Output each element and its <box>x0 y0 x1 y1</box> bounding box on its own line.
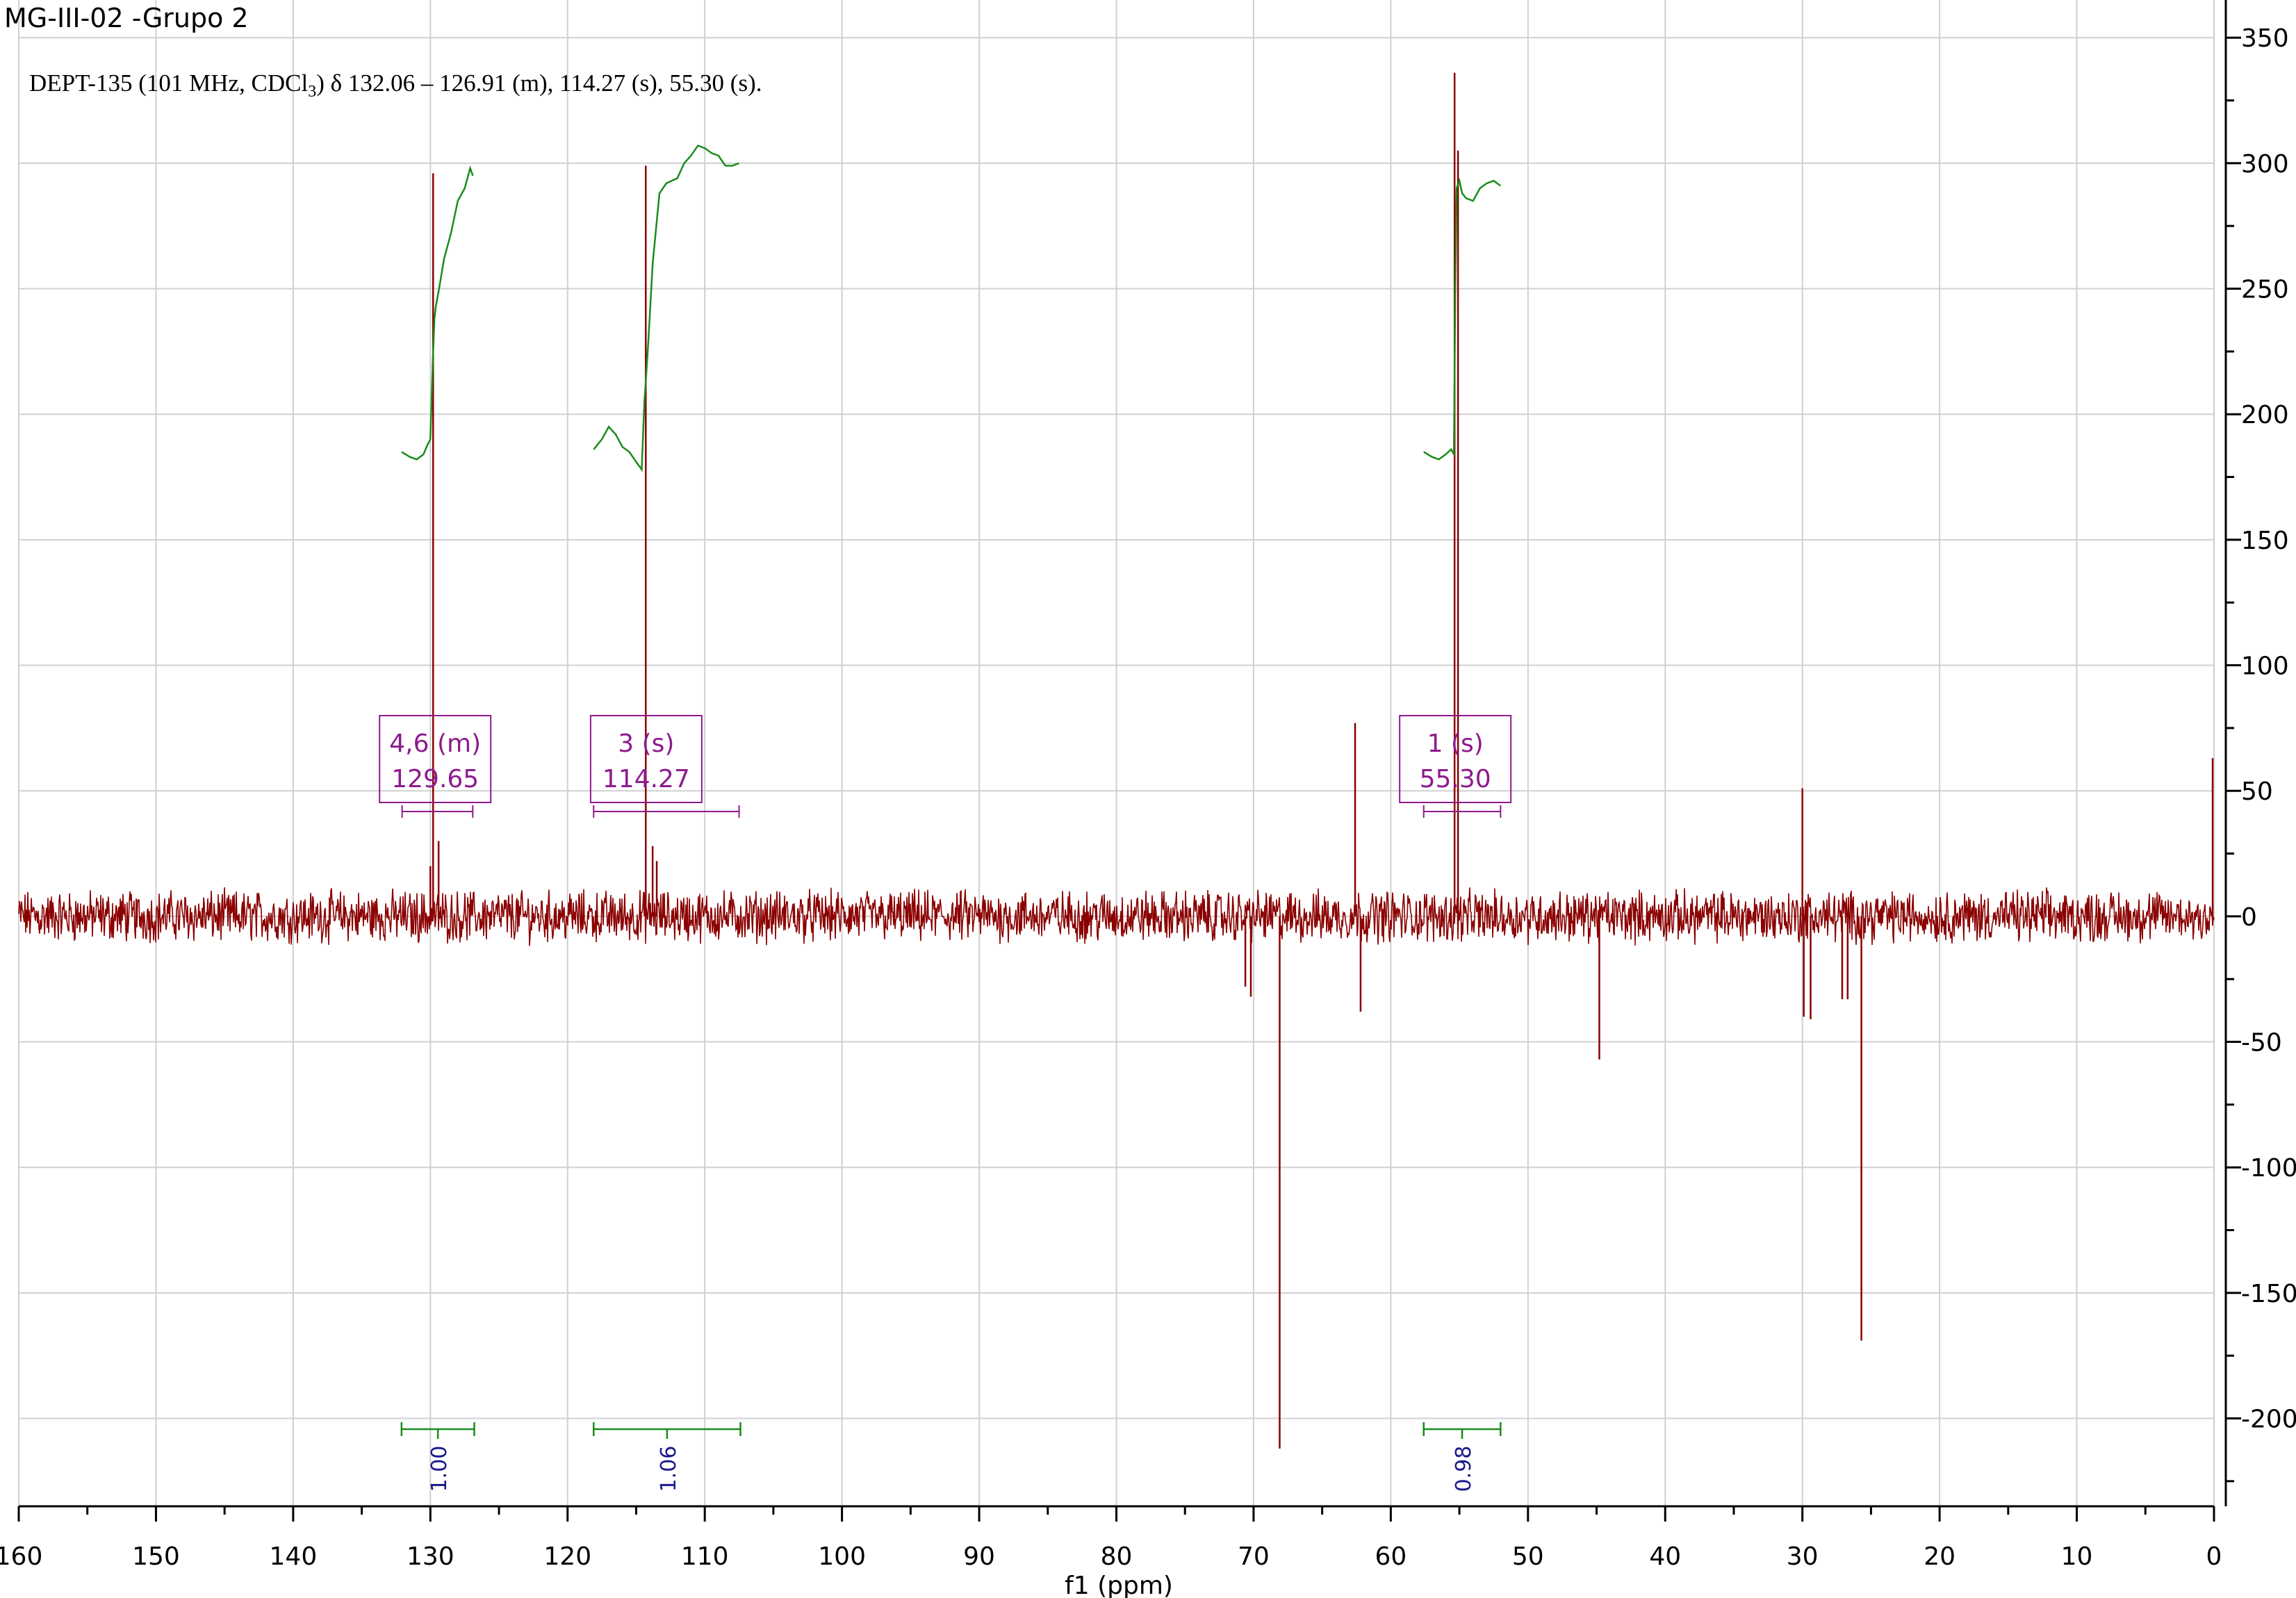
y-tick-label: -50 <box>2241 1029 2282 1057</box>
y-tick-label: 250 <box>2241 276 2289 304</box>
integral-value: 1.06 <box>657 1446 681 1492</box>
x-tick-label: 50 <box>1512 1542 1544 1571</box>
x-tick-label: 160 <box>0 1542 42 1571</box>
integral-trace <box>1423 177 1502 461</box>
integral-value: 1.00 <box>427 1446 452 1492</box>
multiplet-annotations: 4,6 (m) 129.65 3 (s) 114.27 1 (s) 55.30 <box>379 715 1512 818</box>
multiplet-shift: 129.65 <box>391 765 479 793</box>
y-tick-label: -200 <box>2241 1406 2296 1434</box>
integral-values: 1.00 1.06 0.98 <box>400 1422 1502 1492</box>
integral-trace <box>401 165 474 461</box>
multiplet-shift: 55.30 <box>1420 765 1491 793</box>
x-tick-label: 100 <box>818 1542 866 1571</box>
spectrum-trace <box>18 72 2215 1449</box>
multiplet-box <box>379 715 492 803</box>
integral-curves <box>401 145 1502 472</box>
x-tick-label: 90 <box>963 1542 995 1571</box>
y-tick-label: -150 <box>2241 1280 2296 1308</box>
x-tick-label: 40 <box>1649 1542 1681 1571</box>
x-tick-label: 80 <box>1101 1542 1133 1571</box>
y-tick-label: -100 <box>2241 1154 2296 1183</box>
x-tick-label: 60 <box>1375 1542 1407 1571</box>
y-tick-label: 150 <box>2241 527 2289 555</box>
grid-lines <box>18 0 2215 1506</box>
x-axis-label: f1 (ppm) <box>1065 1572 1173 1598</box>
x-tick-label: 10 <box>2061 1542 2093 1571</box>
y-tick-label: 200 <box>2241 401 2289 429</box>
multiplet-label: 1 (s) <box>1427 730 1484 758</box>
subtitle-prefix: DEPT-135 (101 MHz, CDCl <box>29 69 309 97</box>
multiplet-box <box>1399 715 1512 803</box>
chart-title: MG-III-02 -Grupo 2 <box>4 3 249 33</box>
integral-trace <box>593 145 739 472</box>
x-tick-label: 30 <box>1787 1542 1819 1571</box>
x-tick-label: 110 <box>681 1542 729 1571</box>
x-tick-label: 140 <box>270 1542 318 1571</box>
x-tick-label: 120 <box>543 1542 591 1571</box>
integral-value: 0.98 <box>1452 1446 1476 1492</box>
x-tick-label: 20 <box>1924 1542 1955 1571</box>
x-tick-label: 130 <box>407 1542 454 1571</box>
multiplet-label: 3 (s) <box>618 730 674 758</box>
y-tick-label: 100 <box>2241 652 2289 681</box>
chart-subtitle: DEPT-135 (101 MHz, CDCl3) δ 132.06 – 126… <box>29 69 762 101</box>
x-tick-label: 150 <box>132 1542 180 1571</box>
y-tick-label: 0 <box>2241 903 2257 932</box>
multiplet-label: 4,6 (m) <box>389 730 481 758</box>
x-tick-label: 70 <box>1238 1542 1270 1571</box>
x-tick-label: 0 <box>2206 1542 2222 1571</box>
y-tick-label: 350 <box>2241 24 2289 53</box>
y-tick-label: 50 <box>2241 777 2273 806</box>
multiplet-box <box>589 715 703 803</box>
subtitle-subscript: 3 <box>308 83 317 101</box>
spectrum-baseline <box>18 887 2215 946</box>
subtitle-suffix: ) δ 132.06 – 126.91 (m), 114.27 (s), 55.… <box>316 69 762 97</box>
y-tick-label: 300 <box>2241 150 2289 179</box>
multiplet-shift: 114.27 <box>602 765 690 793</box>
